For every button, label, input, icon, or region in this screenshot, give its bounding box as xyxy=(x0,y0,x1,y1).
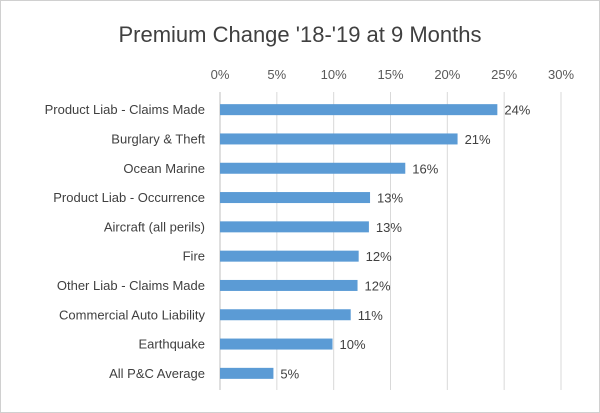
category-label: Other Liab - Claims Made xyxy=(57,278,205,293)
data-label: 12% xyxy=(365,278,391,293)
data-label: 13% xyxy=(376,220,402,235)
bar xyxy=(220,104,498,116)
data-labels: 24% 21% 16% 13% 13% 12% 12% 11% 10% 5% xyxy=(280,103,530,382)
data-label: 12% xyxy=(366,249,392,264)
x-tick-label: 10% xyxy=(321,67,347,82)
category-label: All P&C Average xyxy=(109,366,205,381)
data-label: 21% xyxy=(465,132,491,147)
category-label: Burglary & Theft xyxy=(111,131,205,146)
x-tick-label: 15% xyxy=(377,67,403,82)
bar xyxy=(220,279,358,291)
bar xyxy=(220,133,458,145)
category-labels: Product Liab - Claims Made Burglary & The… xyxy=(45,102,206,381)
bar xyxy=(220,192,371,204)
chart-title: Premium Change '18-'19 at 9 Months xyxy=(118,22,482,47)
data-label: 16% xyxy=(412,161,438,176)
x-tick-label: 25% xyxy=(491,67,517,82)
x-tick-label: 30% xyxy=(548,67,574,82)
data-label: 11% xyxy=(358,308,383,323)
category-label: Fire xyxy=(183,249,205,264)
category-label: Product Liab - Occurrence xyxy=(53,190,205,205)
bar xyxy=(220,367,274,379)
x-tick-label: 20% xyxy=(434,67,460,82)
data-label: 13% xyxy=(377,191,403,206)
x-tick-label: 0% xyxy=(211,67,230,82)
bars xyxy=(220,104,498,379)
bar xyxy=(220,250,359,262)
bar xyxy=(220,221,369,233)
category-label: Earthquake xyxy=(139,337,206,352)
x-tick-label: 5% xyxy=(267,67,286,82)
category-label: Aircraft (all perils) xyxy=(104,219,205,234)
category-label: Product Liab - Claims Made xyxy=(45,102,205,117)
data-label: 24% xyxy=(504,103,530,118)
bar xyxy=(220,162,406,174)
bar xyxy=(220,338,333,350)
x-axis-ticks: 0% 5% 10% 15% 20% 25% 30% xyxy=(211,67,575,82)
category-label: Ocean Marine xyxy=(123,161,205,176)
data-label: 5% xyxy=(280,366,299,381)
bar xyxy=(220,309,351,321)
category-label: Commercial Auto Liability xyxy=(59,307,205,322)
data-label: 10% xyxy=(340,337,366,352)
